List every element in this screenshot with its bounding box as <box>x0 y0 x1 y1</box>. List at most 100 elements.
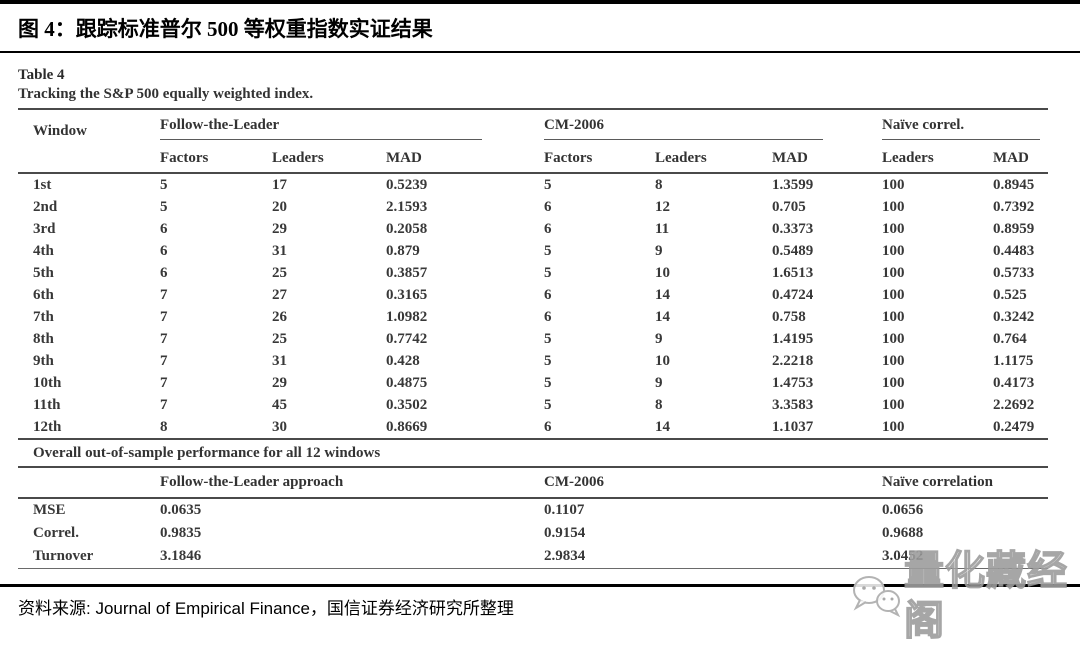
cell: 6 <box>544 419 552 435</box>
table-row: 1st 5 17 0.5239 5 8 1.3599 100 0.8945 <box>18 174 1048 196</box>
cell: 1.1175 <box>993 353 1034 369</box>
cell: 100 <box>882 419 905 435</box>
cell: 29 <box>272 221 287 237</box>
cell: 5 <box>544 331 552 347</box>
watermark-text: 量化藏经阁 <box>903 547 1068 644</box>
cell: 9 <box>655 243 663 259</box>
cell-window: 5th <box>33 265 54 281</box>
cell: 0.4483 <box>993 243 1035 259</box>
table-row: 5th 6 25 0.3857 5 10 1.6513 100 0.5733 <box>18 262 1048 284</box>
cell: 0.3165 <box>386 287 428 303</box>
cell: 0.764 <box>993 331 1027 347</box>
cell: 5 <box>544 243 552 259</box>
cell: 1.6513 <box>772 265 814 281</box>
table-row: 2nd 5 20 2.1593 6 12 0.705 100 0.7392 <box>18 196 1048 218</box>
cell: 10 <box>655 265 670 281</box>
col-header: Leaders <box>272 150 324 166</box>
cell-window: 7th <box>33 309 54 325</box>
cell: 2.2692 <box>993 397 1035 413</box>
cell: 100 <box>882 309 905 325</box>
group-underline <box>160 139 482 140</box>
table-label: Table 4 <box>18 67 65 83</box>
cell-window: 8th <box>33 331 54 347</box>
cell: 0.7392 <box>993 199 1035 215</box>
cell: 2.1593 <box>386 199 428 215</box>
table-row: 3rd 6 29 0.2058 6 11 0.3373 100 0.8959 <box>18 218 1048 240</box>
cell: 11 <box>655 221 670 237</box>
col-header-naive-correlation: Naïve correlation <box>882 474 993 490</box>
group-label: Follow-the-Leader <box>160 117 280 133</box>
cell: 100 <box>882 243 905 259</box>
cell: 3.0452 <box>882 548 924 564</box>
summary-row: Correl. 0.9835 0.9154 0.9688 <box>18 522 1048 545</box>
cell: 0.758 <box>772 309 806 325</box>
top-border <box>0 0 1080 4</box>
cell: 100 <box>882 177 905 193</box>
cell-window: 6th <box>33 287 54 303</box>
cell: 5 <box>544 177 552 193</box>
cell: 2.2218 <box>772 353 814 369</box>
cell: 0.8669 <box>386 419 428 435</box>
cell: 7 <box>160 287 168 303</box>
cell: 0.8959 <box>993 221 1035 237</box>
cell: 7 <box>160 331 168 347</box>
col-header: Factors <box>544 150 593 166</box>
cell-window: 11th <box>33 397 61 413</box>
cell: 14 <box>655 287 670 303</box>
cell: 0.1107 <box>544 502 585 518</box>
cell: 0.4173 <box>993 375 1035 391</box>
cell: 6 <box>160 265 168 281</box>
cell: 8 <box>655 177 663 193</box>
cell: 100 <box>882 397 905 413</box>
cell: 27 <box>272 287 287 303</box>
cell: 14 <box>655 419 670 435</box>
cell: 12 <box>655 199 670 215</box>
col-header: Factors <box>160 150 209 166</box>
cell: 5 <box>544 375 552 391</box>
cell: 5 <box>544 265 552 281</box>
cell: 20 <box>272 199 287 215</box>
table-row: 12th 8 30 0.8669 6 14 1.1037 100 0.2479 <box>18 416 1048 438</box>
col-header-ftl-approach: Follow-the-Leader approach <box>160 474 344 490</box>
table-row: 11th 7 45 0.3502 5 8 3.3583 100 2.2692 <box>18 394 1048 416</box>
cell: 14 <box>655 309 670 325</box>
cell: 0.0635 <box>160 502 202 518</box>
cell: 100 <box>882 265 905 281</box>
cell: 0.9154 <box>544 525 586 541</box>
cell: 100 <box>882 331 905 347</box>
sub-header-row: Factors Leaders MAD Factors Leaders MAD … <box>18 140 1048 172</box>
cell: 31 <box>272 353 287 369</box>
cell: 0.5733 <box>993 265 1035 281</box>
cell: 0.3373 <box>772 221 814 237</box>
group-label: Window <box>33 123 87 139</box>
table-row: 10th 7 29 0.4875 5 9 1.4753 100 0.4173 <box>18 372 1048 394</box>
group-label: Naïve correl. <box>882 117 965 133</box>
cell: 8 <box>160 419 168 435</box>
table-row: 4th 6 31 0.879 5 9 0.5489 100 0.4483 <box>18 240 1048 262</box>
cell: 45 <box>272 397 287 413</box>
cell: 1.0982 <box>386 309 428 325</box>
summary-row: Turnover 3.1846 2.9834 3.0452 <box>18 545 1048 568</box>
cell: 7 <box>160 397 168 413</box>
cell: 0.2479 <box>993 419 1035 435</box>
cell: 100 <box>882 287 905 303</box>
summary-header-row: Follow-the-Leader approach CM-2006 Naïve… <box>18 468 1048 497</box>
cell: 29 <box>272 375 287 391</box>
cell-window: 3rd <box>33 221 56 237</box>
table-row: 6th 7 27 0.3165 6 14 0.4724 100 0.525 <box>18 284 1048 306</box>
cell: 26 <box>272 309 287 325</box>
table-top-rule <box>18 108 1048 110</box>
cell: 7 <box>160 309 168 325</box>
wechat-icon <box>848 568 904 625</box>
cell: 25 <box>272 331 287 347</box>
cell: 6 <box>544 199 552 215</box>
figure-title: 图 4：跟踪标准普尔 500 等权重指数实证结果 <box>18 17 433 41</box>
cell: 3.1846 <box>160 548 202 564</box>
col-header-cm2006: CM-2006 <box>544 474 604 490</box>
col-header: MAD <box>993 150 1029 166</box>
cell: 2.9834 <box>544 548 586 564</box>
cell: 0.0656 <box>882 502 924 518</box>
cell-window: 10th <box>33 375 62 391</box>
cell: 5 <box>544 397 552 413</box>
cell: 100 <box>882 221 905 237</box>
